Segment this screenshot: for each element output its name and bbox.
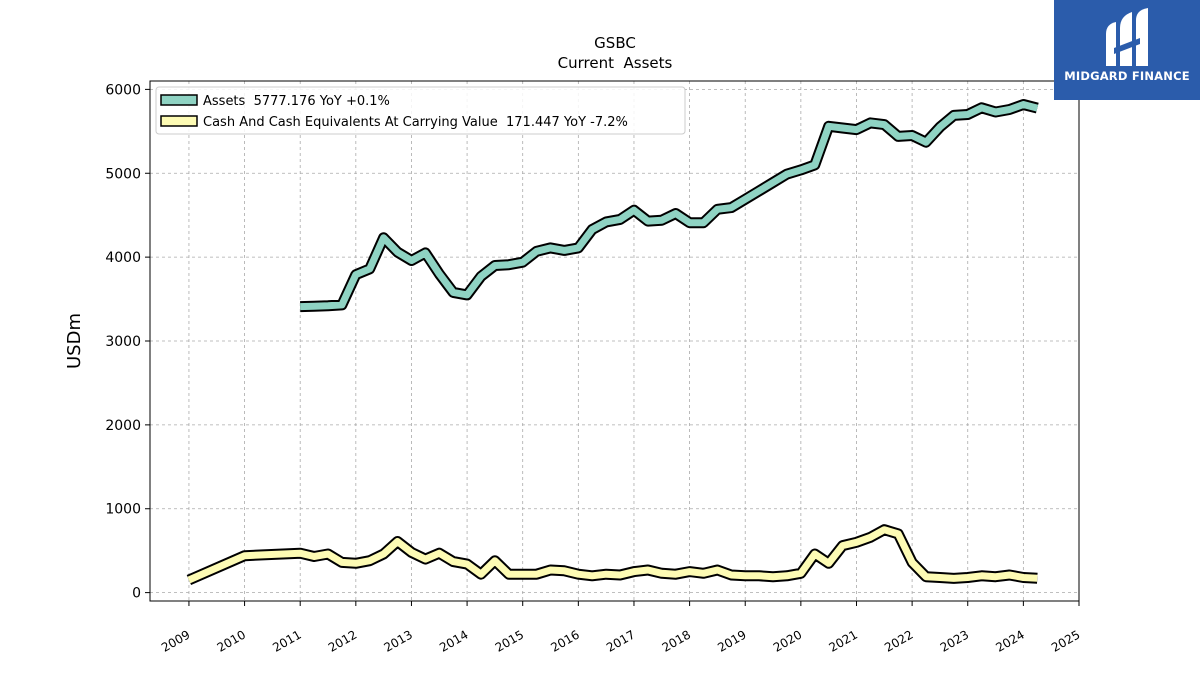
- x-tick-label: 2015: [493, 627, 526, 654]
- x-tick-label: 2010: [215, 627, 248, 654]
- x-tick-label: 2011: [270, 627, 303, 654]
- series-lines: [186, 99, 1039, 586]
- midgard-logo-icon: [1106, 8, 1148, 66]
- series-line-outline-assets: [300, 99, 1039, 313]
- y-tick-label: 6000: [105, 82, 141, 98]
- legend-label-assets: Assets 5777.176 YoY +0.1%: [203, 94, 390, 109]
- legend-swatch-assets: [160, 94, 198, 106]
- x-tick-label: 2023: [938, 627, 971, 654]
- legend-label-cash: Cash And Cash Equivalents At Carrying Va…: [203, 115, 628, 130]
- x-tick-label: 2014: [437, 627, 470, 654]
- legend-swatch-cash: [160, 115, 198, 127]
- x-tick-label: 2020: [771, 627, 804, 654]
- series-line-assets: [300, 101, 1039, 311]
- y-axis-ticks: 0 1000 2000 3000 4000 5000 6000: [105, 82, 150, 602]
- x-tick-label: 2024: [993, 627, 1026, 654]
- y-tick-label: 5000: [105, 166, 141, 182]
- brand-name: MIDGARD FINANCE: [1064, 69, 1190, 83]
- x-tick-label: 2021: [827, 627, 860, 654]
- x-tick-label: 2012: [326, 627, 359, 654]
- y-tick-label: 3000: [105, 334, 141, 350]
- series-line-cash: [187, 526, 1038, 584]
- brand-logo: MIDGARD FINANCE: [1054, 0, 1200, 100]
- x-tick-label: 2013: [382, 627, 415, 654]
- y-tick-label: 0: [132, 586, 141, 602]
- y-tick-label: 1000: [105, 502, 141, 518]
- chart-title: GSBC: [594, 34, 636, 52]
- chart-subtitle: Current Assets: [558, 54, 673, 72]
- x-tick-label: 2018: [660, 627, 693, 654]
- x-tick-label: 2016: [548, 627, 581, 654]
- y-tick-label: 2000: [105, 418, 141, 434]
- x-tick-label: 2025: [1049, 627, 1082, 654]
- x-tick-label: 2009: [159, 627, 192, 654]
- legend-box: [155, 86, 686, 135]
- y-tick-label: 4000: [105, 250, 141, 266]
- legend: Assets 5777.176 YoY +0.1% Cash And Cash …: [155, 86, 686, 135]
- x-axis-ticks: 2009 2010 2011 2012 2013 2014 2015 2016 2017 2018…: [159, 601, 1083, 655]
- x-tick-label: 2017: [604, 627, 637, 654]
- x-tick-label: 2022: [882, 627, 915, 654]
- grid: [150, 81, 1080, 601]
- y-axis-label: USDm: [64, 313, 85, 369]
- x-tick-label: 2019: [715, 627, 748, 654]
